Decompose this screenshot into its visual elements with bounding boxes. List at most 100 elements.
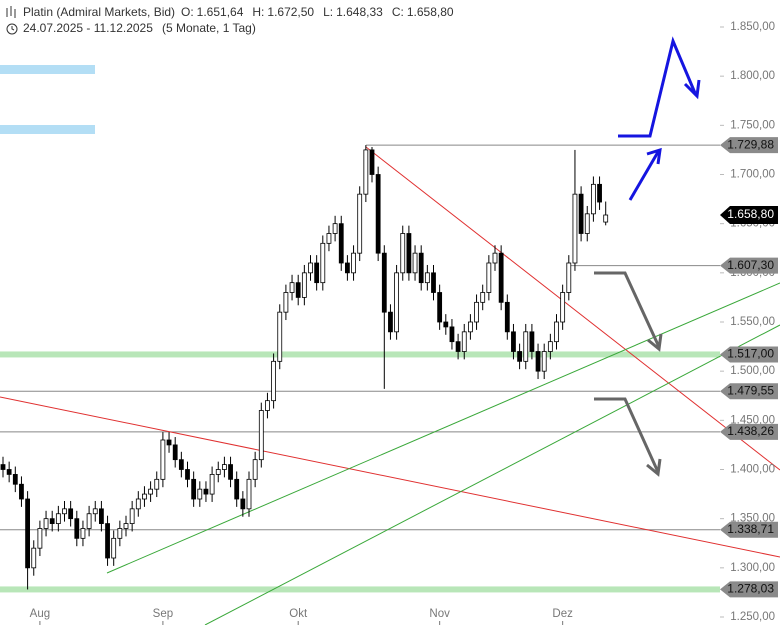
candle-body (129, 508, 135, 524)
candle-body (166, 439, 172, 446)
candle-body (517, 351, 522, 362)
trend-line (106, 282, 780, 574)
candle-body (486, 262, 492, 293)
instrument-icon (6, 6, 16, 18)
y-tick-label: 1.800,00 (730, 70, 775, 82)
trend-line (0, 396, 780, 558)
ohlc-value: 1.651,64 (197, 5, 244, 19)
candle-body (19, 483, 24, 500)
candle-body (0, 464, 6, 470)
candle-body (62, 508, 67, 515)
candle-body (308, 262, 313, 274)
ohlc-name: L: (323, 5, 333, 19)
level-band (0, 586, 720, 593)
candle-body (203, 488, 209, 495)
candle-body (523, 331, 529, 362)
forecast-arrow (628, 151, 660, 201)
candle-body (191, 478, 197, 500)
ohlc-name: O: (181, 5, 194, 19)
candle-body (332, 223, 338, 234)
level-tag (720, 581, 778, 598)
price-tag (720, 206, 778, 225)
clock-icon (6, 23, 18, 35)
candle-body (160, 439, 166, 480)
level-label: 1.278,03 (727, 582, 774, 596)
candle-body (547, 341, 553, 352)
candle-body (326, 233, 332, 244)
candle-body (68, 508, 74, 520)
candle-body (135, 498, 141, 510)
candle-body (461, 331, 467, 352)
candle-body (154, 478, 160, 490)
level-label: 1.729,88 (727, 137, 774, 151)
candle-body (25, 498, 31, 569)
candle-body (74, 518, 80, 539)
candle-body (271, 360, 277, 402)
candle-body (172, 444, 178, 461)
instrument-title: Platin (Admiral Markets, Bid) (23, 5, 175, 19)
candle-body (277, 311, 283, 362)
highlight-bar (0, 125, 95, 134)
level-label: 1.607,30 (727, 258, 774, 272)
candle-body (295, 282, 301, 298)
candle-body (240, 498, 246, 510)
level-label: 1.438,26 (727, 424, 774, 438)
level-tag (720, 521, 778, 538)
clock-icon (11, 26, 15, 31)
candle-body (92, 508, 98, 515)
candle-body (578, 193, 584, 234)
candle-body (283, 292, 289, 313)
level-band (0, 351, 720, 358)
candle-body (480, 292, 486, 303)
candle-body (49, 518, 55, 524)
candle-body (541, 351, 547, 372)
y-tick-label: 1.500,00 (730, 365, 775, 377)
ohlc-name: C: (392, 5, 404, 19)
candle-body (252, 459, 258, 480)
candle-body (560, 292, 566, 323)
candle-body (111, 537, 117, 559)
candle-body (498, 252, 504, 303)
candle-body (388, 311, 393, 333)
period: (5 Monate, 1 Tag) (162, 21, 256, 35)
candle-body (148, 488, 154, 495)
ohlc-name: H: (252, 5, 264, 19)
candle-body (412, 252, 418, 274)
y-tick-label: 1.250,00 (730, 611, 775, 623)
x-tick-label: Okt (289, 608, 308, 620)
y-tick-label: 1.750,00 (730, 119, 775, 131)
ohlc-value: 1.658,80 (407, 5, 454, 19)
arrow-head (646, 147, 662, 165)
candle-body (185, 469, 190, 480)
candle-body (375, 174, 381, 254)
candle-body (86, 513, 92, 529)
scenario-arrow (594, 397, 660, 473)
candle-body (406, 233, 412, 274)
highlight-bar (0, 65, 95, 74)
y-tick-label: 1.450,00 (730, 414, 775, 426)
candle-body (424, 272, 430, 284)
price-label: 1.658,80 (727, 207, 774, 221)
scenario-arrow (594, 271, 661, 348)
candle-body (418, 252, 424, 284)
candle-body (455, 341, 461, 352)
ohlc-value: 1.672,50 (267, 5, 314, 19)
candle-body (246, 478, 252, 510)
candle-body (338, 223, 344, 264)
candle-body (12, 474, 18, 485)
candle-body (400, 233, 406, 274)
candle-body (265, 400, 270, 411)
candle-body (258, 410, 264, 461)
candle-body (492, 252, 498, 264)
level-label: 1.338,71 (727, 522, 774, 536)
y-tick-label: 1.400,00 (730, 464, 775, 476)
candle-body (351, 252, 356, 274)
candle-body (178, 459, 184, 470)
y-tick-label: 1.550,00 (730, 316, 775, 328)
candle-body (209, 474, 215, 495)
candle-body (31, 547, 37, 569)
ohlc-value: 1.648,33 (336, 5, 383, 19)
candle-body (43, 518, 49, 529)
candle-body (431, 272, 436, 293)
